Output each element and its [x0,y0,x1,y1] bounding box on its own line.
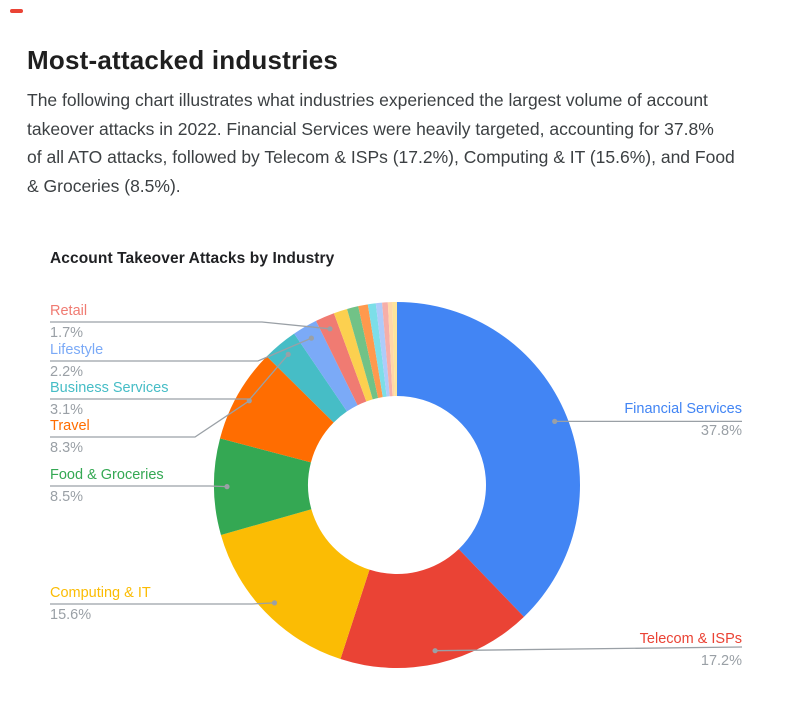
intro-line: & Groceries (8.5%). [27,175,181,196]
callout-business-services: Business Services 3.1% [50,380,168,418]
donut-slice [397,302,581,617]
leader-line [50,400,250,438]
donut-slice [340,549,524,668]
donut-slice [358,304,383,399]
donut-slice [315,313,367,406]
callout-percent: 8.5% [50,489,84,505]
callout-label: Financial Services [624,401,742,417]
donut-slice [375,302,390,397]
donut-slice [294,320,358,412]
leader-dot [285,351,291,357]
callout-label: Food & Groceries [50,467,164,483]
donut-slice [392,302,397,397]
donut-slice [387,302,395,397]
intro-line: The following chart illustrates what ind… [27,90,708,110]
callout-retail: Retail 1.7% [50,303,87,341]
chart-title: Account Takeover Attacks by Industry [50,250,335,267]
intro-line: takeover attacks in 2022. Financial Serv… [27,118,714,139]
donut-slice [347,306,379,400]
intro-line: of all ATO attacks, followed by Telecom … [27,147,735,168]
callout-label: Retail [50,303,88,319]
leader-dot [308,335,314,341]
leader-line [50,485,228,488]
callout-label: Business Services [50,380,169,396]
donut-slice [333,308,373,402]
leader-dot [224,484,230,490]
callout-label: Travel [50,418,90,434]
leader-dot [327,326,333,332]
leader-dot [552,418,558,424]
callout-label: Computing & IT [50,585,151,601]
callout-travel: Travel 8.3% [50,418,90,456]
leader-line [50,337,312,362]
donut-slice [220,509,370,660]
callout-lifestyle: Lifestyle 2.2% [50,342,103,380]
page-title: Most-attacked industries [27,45,339,76]
callout-telecom-isps: Telecom & ISPs 17.2% [640,631,742,669]
callout-computing-it: Computing & IT 15.6% [50,585,151,623]
callout-percent: 37.8% [700,423,742,439]
leader-dot [432,648,438,654]
donut-slice [382,302,393,397]
callout-percent: 8.3% [50,440,84,456]
donut-slice [214,438,312,535]
leader-line [435,646,743,652]
intro-paragraph: The following chart illustrates what ind… [27,86,787,200]
callout-percent: 1.7% [50,325,84,341]
callout-percent: 3.1% [50,402,84,418]
callout-percent: 17.2% [700,653,742,669]
leader-line [50,321,331,330]
callout-financial-services: Financial Services 37.8% [624,401,742,439]
callout-label: Lifestyle [50,342,104,358]
accent-dash [10,9,23,13]
callout-percent: 15.6% [50,607,92,623]
callout-percent: 2.2% [50,364,84,380]
donut-slice [367,303,387,398]
leader-dot [271,600,278,606]
callout-label: Telecom & ISPs [639,631,742,647]
leader-line [50,602,275,605]
donut-slice [220,356,334,463]
leader-line [50,353,289,400]
callout-food-groceries: Food & Groceries 8.5% [50,467,164,505]
